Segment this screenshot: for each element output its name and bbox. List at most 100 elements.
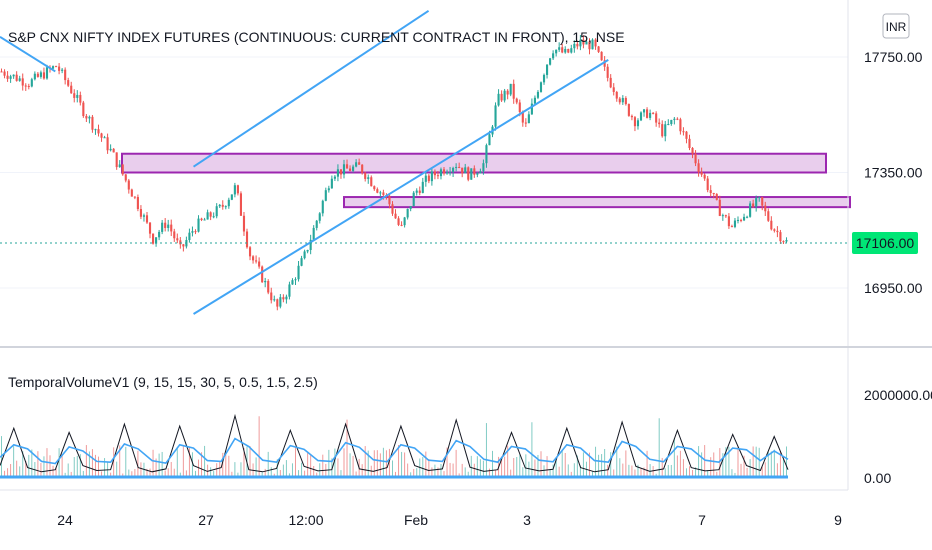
time-tick-label: 3 [523, 512, 531, 528]
candle-body [670, 119, 673, 125]
candle-body [321, 200, 324, 214]
candle-body [245, 231, 249, 248]
candle-body [591, 39, 594, 50]
candle-body [782, 241, 785, 243]
candle-body [646, 109, 649, 118]
candle-body [773, 229, 776, 231]
candle-body [252, 256, 255, 261]
candle-body [361, 164, 364, 173]
candle-body [715, 194, 718, 200]
candle-body [85, 116, 88, 119]
candle-body [561, 47, 564, 53]
candle-body [442, 169, 446, 174]
candle-body [461, 167, 464, 174]
candle-body [61, 69, 64, 71]
time-axis[interactable]: 24 27 12:00 Feb 3 7 9 [57, 512, 842, 528]
candle-body [91, 116, 94, 130]
candle-body [215, 206, 218, 217]
candle-body [673, 118, 676, 120]
candle-body [55, 66, 58, 68]
candle-body [552, 53, 555, 59]
candle-body [421, 181, 424, 193]
candle-body [655, 113, 658, 123]
last-price-label: 17106.00 [856, 235, 915, 251]
candle-body [236, 185, 239, 194]
candle-body [530, 103, 533, 115]
candle-body [348, 168, 352, 171]
channel-line[interactable] [193, 59, 609, 315]
candle-body [482, 163, 485, 172]
candle-body [264, 280, 267, 283]
candle-body [373, 186, 376, 190]
candle-body [661, 124, 664, 137]
volume-tick-label: 2000000.00 [864, 387, 932, 403]
candle-body [318, 213, 321, 221]
channel-lines[interactable] [0, 9, 609, 315]
support-resistance-zones[interactable] [121, 152, 851, 209]
candle-body [148, 222, 152, 234]
volume-axis[interactable]: 2000000.00 0.00 [864, 387, 932, 486]
candle-body [494, 105, 497, 127]
zone-rectangle[interactable] [343, 196, 851, 209]
candle-body [106, 137, 109, 151]
candle-body [115, 152, 118, 168]
candle-body [258, 261, 261, 267]
candle-body [200, 218, 203, 221]
candle-body [282, 297, 285, 300]
candle-body [633, 117, 637, 127]
candle-body [394, 213, 397, 219]
channel-line[interactable] [0, 35, 56, 73]
candle-body [370, 177, 373, 187]
currency-badge[interactable]: INR [882, 13, 910, 39]
candle-body [176, 238, 179, 241]
candle-body [597, 46, 600, 52]
candle-body [330, 178, 333, 189]
price-axis[interactable]: 17750.00 17350.00 16950.00 [864, 49, 923, 296]
candle-body [142, 215, 146, 217]
candle-body [618, 98, 621, 103]
candle-body [488, 134, 491, 146]
candle-body [445, 172, 449, 174]
candle-body [700, 171, 703, 175]
candle-body [409, 206, 412, 209]
candle-body [285, 296, 288, 300]
candle-body [639, 112, 643, 121]
candle-body [600, 51, 603, 61]
candle-body [412, 192, 415, 207]
candle-body [746, 216, 749, 218]
candle-body [418, 190, 421, 193]
volume-histogram [1, 416, 787, 478]
candle-body [542, 74, 546, 83]
candle-body [679, 119, 682, 132]
candle-body [291, 280, 294, 285]
candle-body [736, 219, 740, 221]
candle-body [303, 251, 306, 259]
candle-body [585, 41, 588, 45]
candle-body [733, 220, 737, 227]
candle-body [758, 197, 761, 199]
candle-body [197, 218, 200, 232]
candle-body [749, 203, 752, 217]
candle-body [685, 131, 688, 139]
candle-body [497, 93, 500, 106]
candle-body [433, 171, 436, 176]
candle-body [776, 230, 779, 233]
candle-body [400, 224, 403, 226]
candle-body [100, 133, 103, 138]
candle-body [573, 43, 576, 49]
channel-line[interactable] [192, 9, 430, 168]
candle-body [406, 208, 409, 218]
candle-body [397, 218, 400, 225]
candle-body [479, 171, 482, 174]
candle-body [339, 169, 343, 175]
candle-body [64, 69, 67, 81]
candle-body [588, 41, 591, 50]
candle-body [515, 98, 518, 103]
candle-body [88, 116, 91, 119]
candle-body [312, 227, 315, 240]
candle-body [121, 164, 124, 175]
candle-body [255, 260, 258, 262]
candle-body [524, 122, 527, 124]
candle-body [18, 78, 21, 81]
